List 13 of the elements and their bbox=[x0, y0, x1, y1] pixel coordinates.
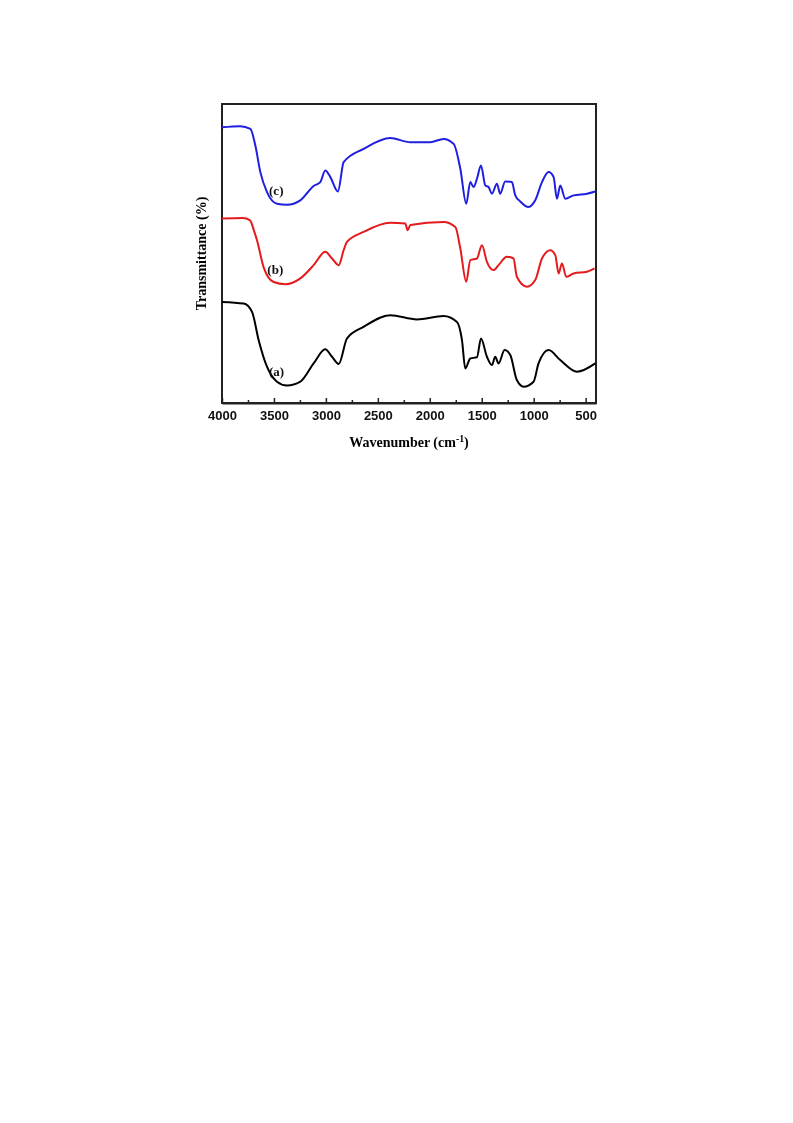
x-tick-label: 2500 bbox=[363, 408, 393, 424]
series-label: (b) bbox=[267, 262, 284, 278]
x-tick-label: 3500 bbox=[259, 408, 289, 424]
x-tick-label: 2000 bbox=[415, 408, 445, 424]
y-axis-title: Transmittance (%) bbox=[194, 196, 210, 311]
series-label: (a) bbox=[269, 363, 285, 379]
x-axis-title: Wavenumber (cm$^{-1}$) bbox=[349, 432, 470, 451]
x-tick-label: 3000 bbox=[311, 408, 341, 424]
x-tick-label: 1500 bbox=[467, 408, 497, 424]
x-tick-label: 500 bbox=[575, 408, 597, 424]
x-tick-label: 4000 bbox=[208, 408, 237, 424]
x-tick-label: 1000 bbox=[519, 408, 549, 424]
series-label: (c) bbox=[269, 182, 284, 198]
